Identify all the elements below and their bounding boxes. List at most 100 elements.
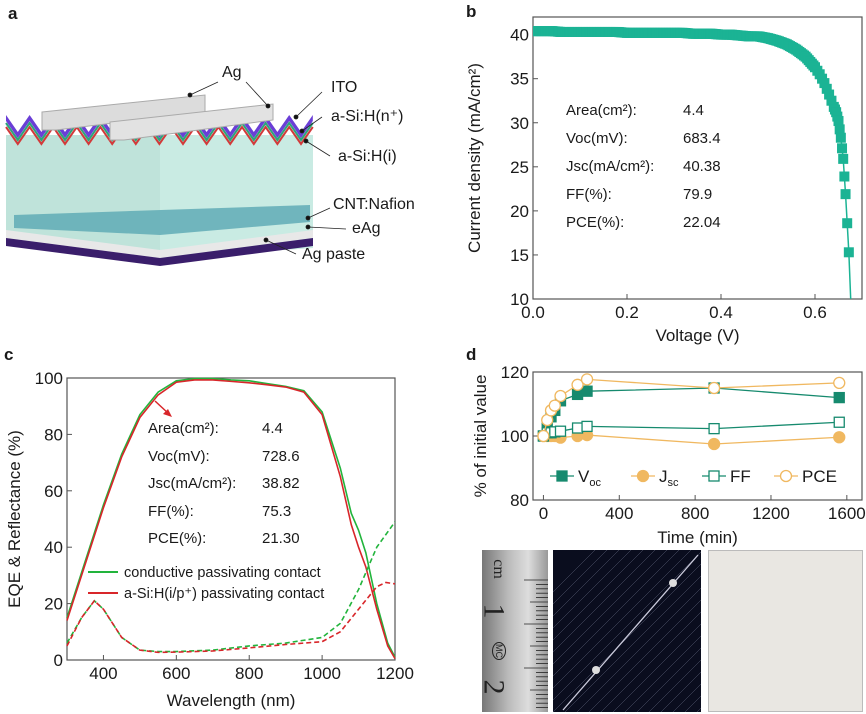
param-value: 728.6 <box>262 447 300 465</box>
param-key: Voc(mV): <box>566 130 628 147</box>
jv-marker <box>824 89 835 100</box>
marker-pce <box>833 376 846 390</box>
param-key: Area(cm²): <box>148 420 219 437</box>
grid-line <box>553 550 680 677</box>
y-axis-label: % of initial value <box>471 375 490 498</box>
param-key: FF(%): <box>566 186 612 203</box>
marker-ff <box>833 416 845 428</box>
y-tick-label: 40 <box>510 26 529 45</box>
grid-line <box>553 551 701 701</box>
x-tick-label: 1200 <box>752 504 790 523</box>
param-value: 38.82 <box>262 475 300 492</box>
param-value: 79.9 <box>683 186 713 203</box>
marker-pce <box>554 389 567 403</box>
grid-line <box>553 550 608 605</box>
marker-voc <box>833 391 845 404</box>
marker-ff <box>571 422 584 434</box>
label-cnt-nafion: CNT:Nafion <box>333 196 415 213</box>
grid-line <box>576 587 701 712</box>
legend-subscript: sc <box>668 477 680 489</box>
x-tick-label: 0.6 <box>803 303 827 322</box>
jv-marker <box>826 95 837 106</box>
marker-pce <box>779 469 793 483</box>
param-value: 4.4 <box>683 102 704 119</box>
grid-line <box>553 550 620 617</box>
param-key: Jsc(mA/cm²): <box>566 158 655 175</box>
y-tick-label: 30 <box>510 114 529 133</box>
legend-label: FF <box>730 467 751 486</box>
param-value: 22.04 <box>683 214 721 231</box>
ruler-cm: cm <box>489 559 507 579</box>
reflectance-line <box>66 581 396 654</box>
jv-marker <box>833 115 844 126</box>
ruler-ticks <box>524 579 548 709</box>
grid-line <box>660 671 701 712</box>
panel-b-label: b <box>466 2 477 21</box>
ruler-photo: cm 1 MC 2 <box>478 550 548 712</box>
jv-marker <box>839 171 850 182</box>
jv-marker <box>842 218 853 229</box>
panel-d-label: d <box>466 345 477 364</box>
x-axis-label: Voltage (V) <box>655 326 739 345</box>
contact-dot <box>669 579 677 587</box>
marker-ff <box>581 420 593 433</box>
x-tick-label: 400 <box>605 504 633 523</box>
jv-marker <box>838 153 849 164</box>
x-tick-label: 600 <box>162 664 190 683</box>
grid-line <box>636 647 701 712</box>
panel-a-label: a <box>8 4 18 23</box>
ag-paste-layer <box>6 238 313 266</box>
legend-label: Voc <box>578 467 601 489</box>
param-key: FF(%): <box>148 502 194 520</box>
y-tick-label: 100 <box>501 427 529 446</box>
grid-line <box>684 695 701 712</box>
param-value: 21.30 <box>262 530 300 547</box>
label-a-si-h-n: a-Si:H(n⁺) <box>331 108 404 125</box>
grid-line <box>553 550 656 653</box>
plot-frame <box>532 16 863 300</box>
x-tick-label: 800 <box>235 664 263 683</box>
marker-jsc <box>636 469 650 483</box>
eqe-line <box>66 379 396 659</box>
marker-pce <box>548 399 561 412</box>
legend-label: conductive passivating contact <box>124 565 321 581</box>
param-key: PCE(%): <box>566 214 625 231</box>
jv-marker <box>821 83 832 94</box>
param-key: Jsc(mA/cm²): <box>148 475 237 492</box>
x-tick-label: 0.4 <box>709 303 733 322</box>
grid-line <box>648 659 701 712</box>
marker-voc <box>581 385 593 397</box>
param-value: 40.38 <box>683 158 721 175</box>
plot-frame <box>66 377 396 661</box>
a-si-h-i-layer <box>5 125 314 146</box>
grid-line <box>612 623 701 712</box>
legend-label: Jsc <box>659 467 679 489</box>
x-tick-label: 1200 <box>376 664 414 683</box>
label-ito: ITO <box>331 79 358 96</box>
grid-line <box>553 550 596 593</box>
cnt-nafion-layer <box>14 205 310 235</box>
y-tick-label: 80 <box>44 425 63 444</box>
label-ag: Ag <box>222 64 242 81</box>
solar-cell-diagram <box>5 81 347 266</box>
grid-line <box>672 683 701 712</box>
y-axis-label: Current density (mA/cm²) <box>465 63 484 253</box>
y-tick-label: 100 <box>35 369 63 388</box>
y-axis-label: EQE & Reflectance (%) <box>5 430 24 608</box>
marker-pce <box>580 373 594 386</box>
eqe-line <box>66 377 396 658</box>
panel-c-label: c <box>4 345 14 364</box>
marker-pce <box>537 429 550 443</box>
grid-line <box>553 563 701 712</box>
label-a-si-h-i: a-Si:H(i) <box>338 148 397 165</box>
x-tick-label: 0.0 <box>521 303 545 322</box>
grid-line <box>588 599 701 712</box>
grid-line <box>553 550 668 665</box>
x-tick-label: 400 <box>89 664 117 683</box>
marker-jsc <box>833 431 846 444</box>
grid-line <box>553 550 692 689</box>
x-axis-label: Wavelength (nm) <box>167 691 296 710</box>
legend-subscript: oc <box>589 477 601 489</box>
